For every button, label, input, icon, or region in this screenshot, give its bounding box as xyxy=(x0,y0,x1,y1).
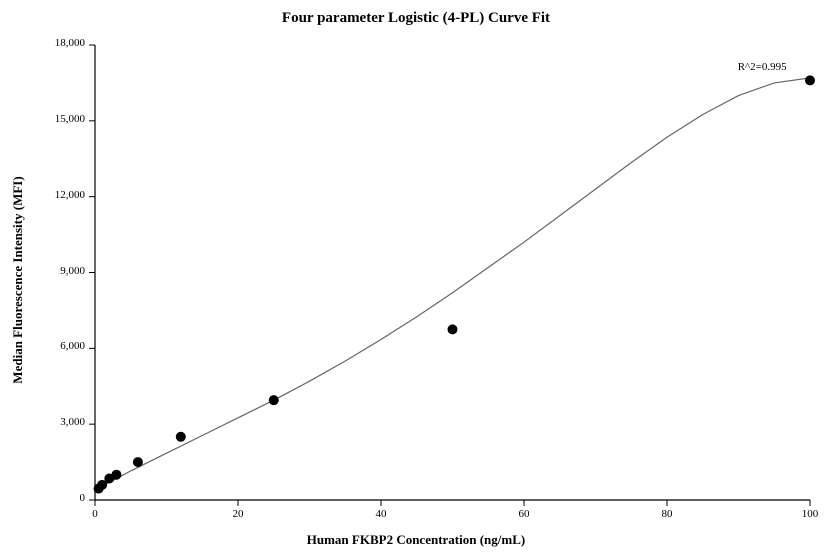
chart-container: Four parameter Logistic (4-PL) Curve Fit… xyxy=(0,0,832,560)
data-point-marker xyxy=(448,324,458,334)
x-tick-label: 80 xyxy=(662,508,673,520)
data-point-marker xyxy=(805,75,815,85)
y-tick-label: 12,000 xyxy=(55,189,85,201)
y-tick-label: 18,000 xyxy=(55,37,85,49)
x-tick-label: 20 xyxy=(233,508,244,520)
y-tick-label: 6,000 xyxy=(60,340,85,352)
data-point-marker xyxy=(269,395,279,405)
y-tick-label: 0 xyxy=(80,492,86,504)
data-point-marker xyxy=(176,432,186,442)
y-tick-label: 15,000 xyxy=(55,113,85,125)
chart-svg xyxy=(0,0,832,560)
data-point-marker xyxy=(111,470,121,480)
r-squared-annotation: R^2=0.995 xyxy=(738,61,787,73)
fit-curve xyxy=(95,78,810,491)
data-point-marker xyxy=(133,457,143,467)
x-tick-label: 40 xyxy=(376,508,387,520)
x-tick-label: 60 xyxy=(519,508,530,520)
y-tick-label: 3,000 xyxy=(60,416,85,428)
x-tick-label: 100 xyxy=(802,508,819,520)
y-tick-label: 9,000 xyxy=(60,265,85,277)
x-tick-label: 0 xyxy=(92,508,98,520)
